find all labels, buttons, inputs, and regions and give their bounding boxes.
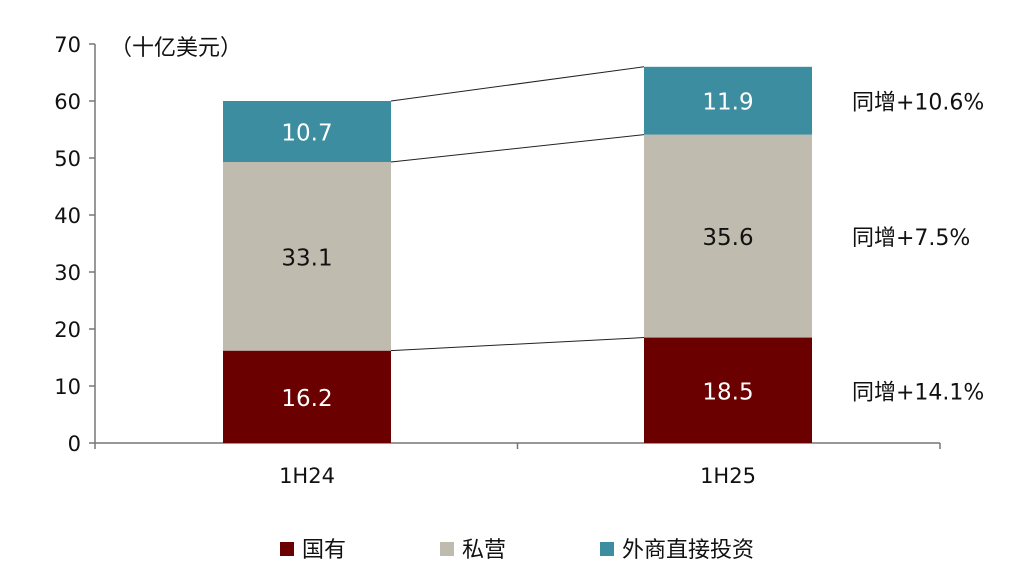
y-tick-label: 20 [54, 318, 81, 342]
legend-label: 外商直接投资 [622, 538, 754, 563]
x-tick-label: 1H25 [700, 464, 756, 488]
bar-segment [223, 101, 391, 162]
bar-segment [223, 350, 391, 443]
data-label: 16.2 [281, 386, 332, 412]
legend-swatch [440, 542, 454, 556]
data-label: 35.6 [702, 225, 753, 251]
unit-label: （十亿美元） [110, 36, 242, 61]
connector-lines [390, 66, 645, 352]
connector-line [390, 337, 645, 352]
y-tick-label: 30 [54, 261, 81, 285]
legend-label: 私营 [462, 538, 506, 563]
y-tick-label: 10 [54, 375, 81, 399]
data-label: 10.7 [281, 120, 332, 146]
y-tick-label: 50 [54, 147, 81, 171]
data-label: 11.9 [702, 90, 753, 116]
growth-annotation: 同增+7.5% [852, 226, 970, 251]
bar-segment [223, 161, 391, 351]
data-label: 18.5 [702, 379, 753, 405]
growth-annotation: 同增+10.6% [852, 91, 984, 116]
legend-swatch [280, 542, 294, 556]
bar-segment [644, 337, 812, 443]
growth-annotation: 同增+14.1% [852, 380, 984, 405]
growth-annotations: 同增+14.1% 同增+7.5% 同增+10.6% [852, 91, 984, 406]
legend: 国有 私营 外商直接投资 [280, 538, 754, 563]
bar-segment [644, 134, 812, 338]
y-tick-label: 0 [68, 432, 81, 456]
connector-line [390, 134, 645, 163]
data-label: 33.1 [281, 245, 332, 271]
connector-line [390, 66, 645, 102]
y-tick-label: 70 [54, 33, 81, 57]
bar-segment [644, 66, 812, 135]
legend-label: 国有 [302, 538, 346, 563]
y-tick-label: 60 [54, 90, 81, 114]
bars: 16.2 33.1 10.7 18.5 35.6 11.9 [223, 66, 812, 443]
y-tick-label: 40 [54, 204, 81, 228]
legend-swatch [600, 542, 614, 556]
x-tick-label: 1H24 [279, 464, 335, 488]
